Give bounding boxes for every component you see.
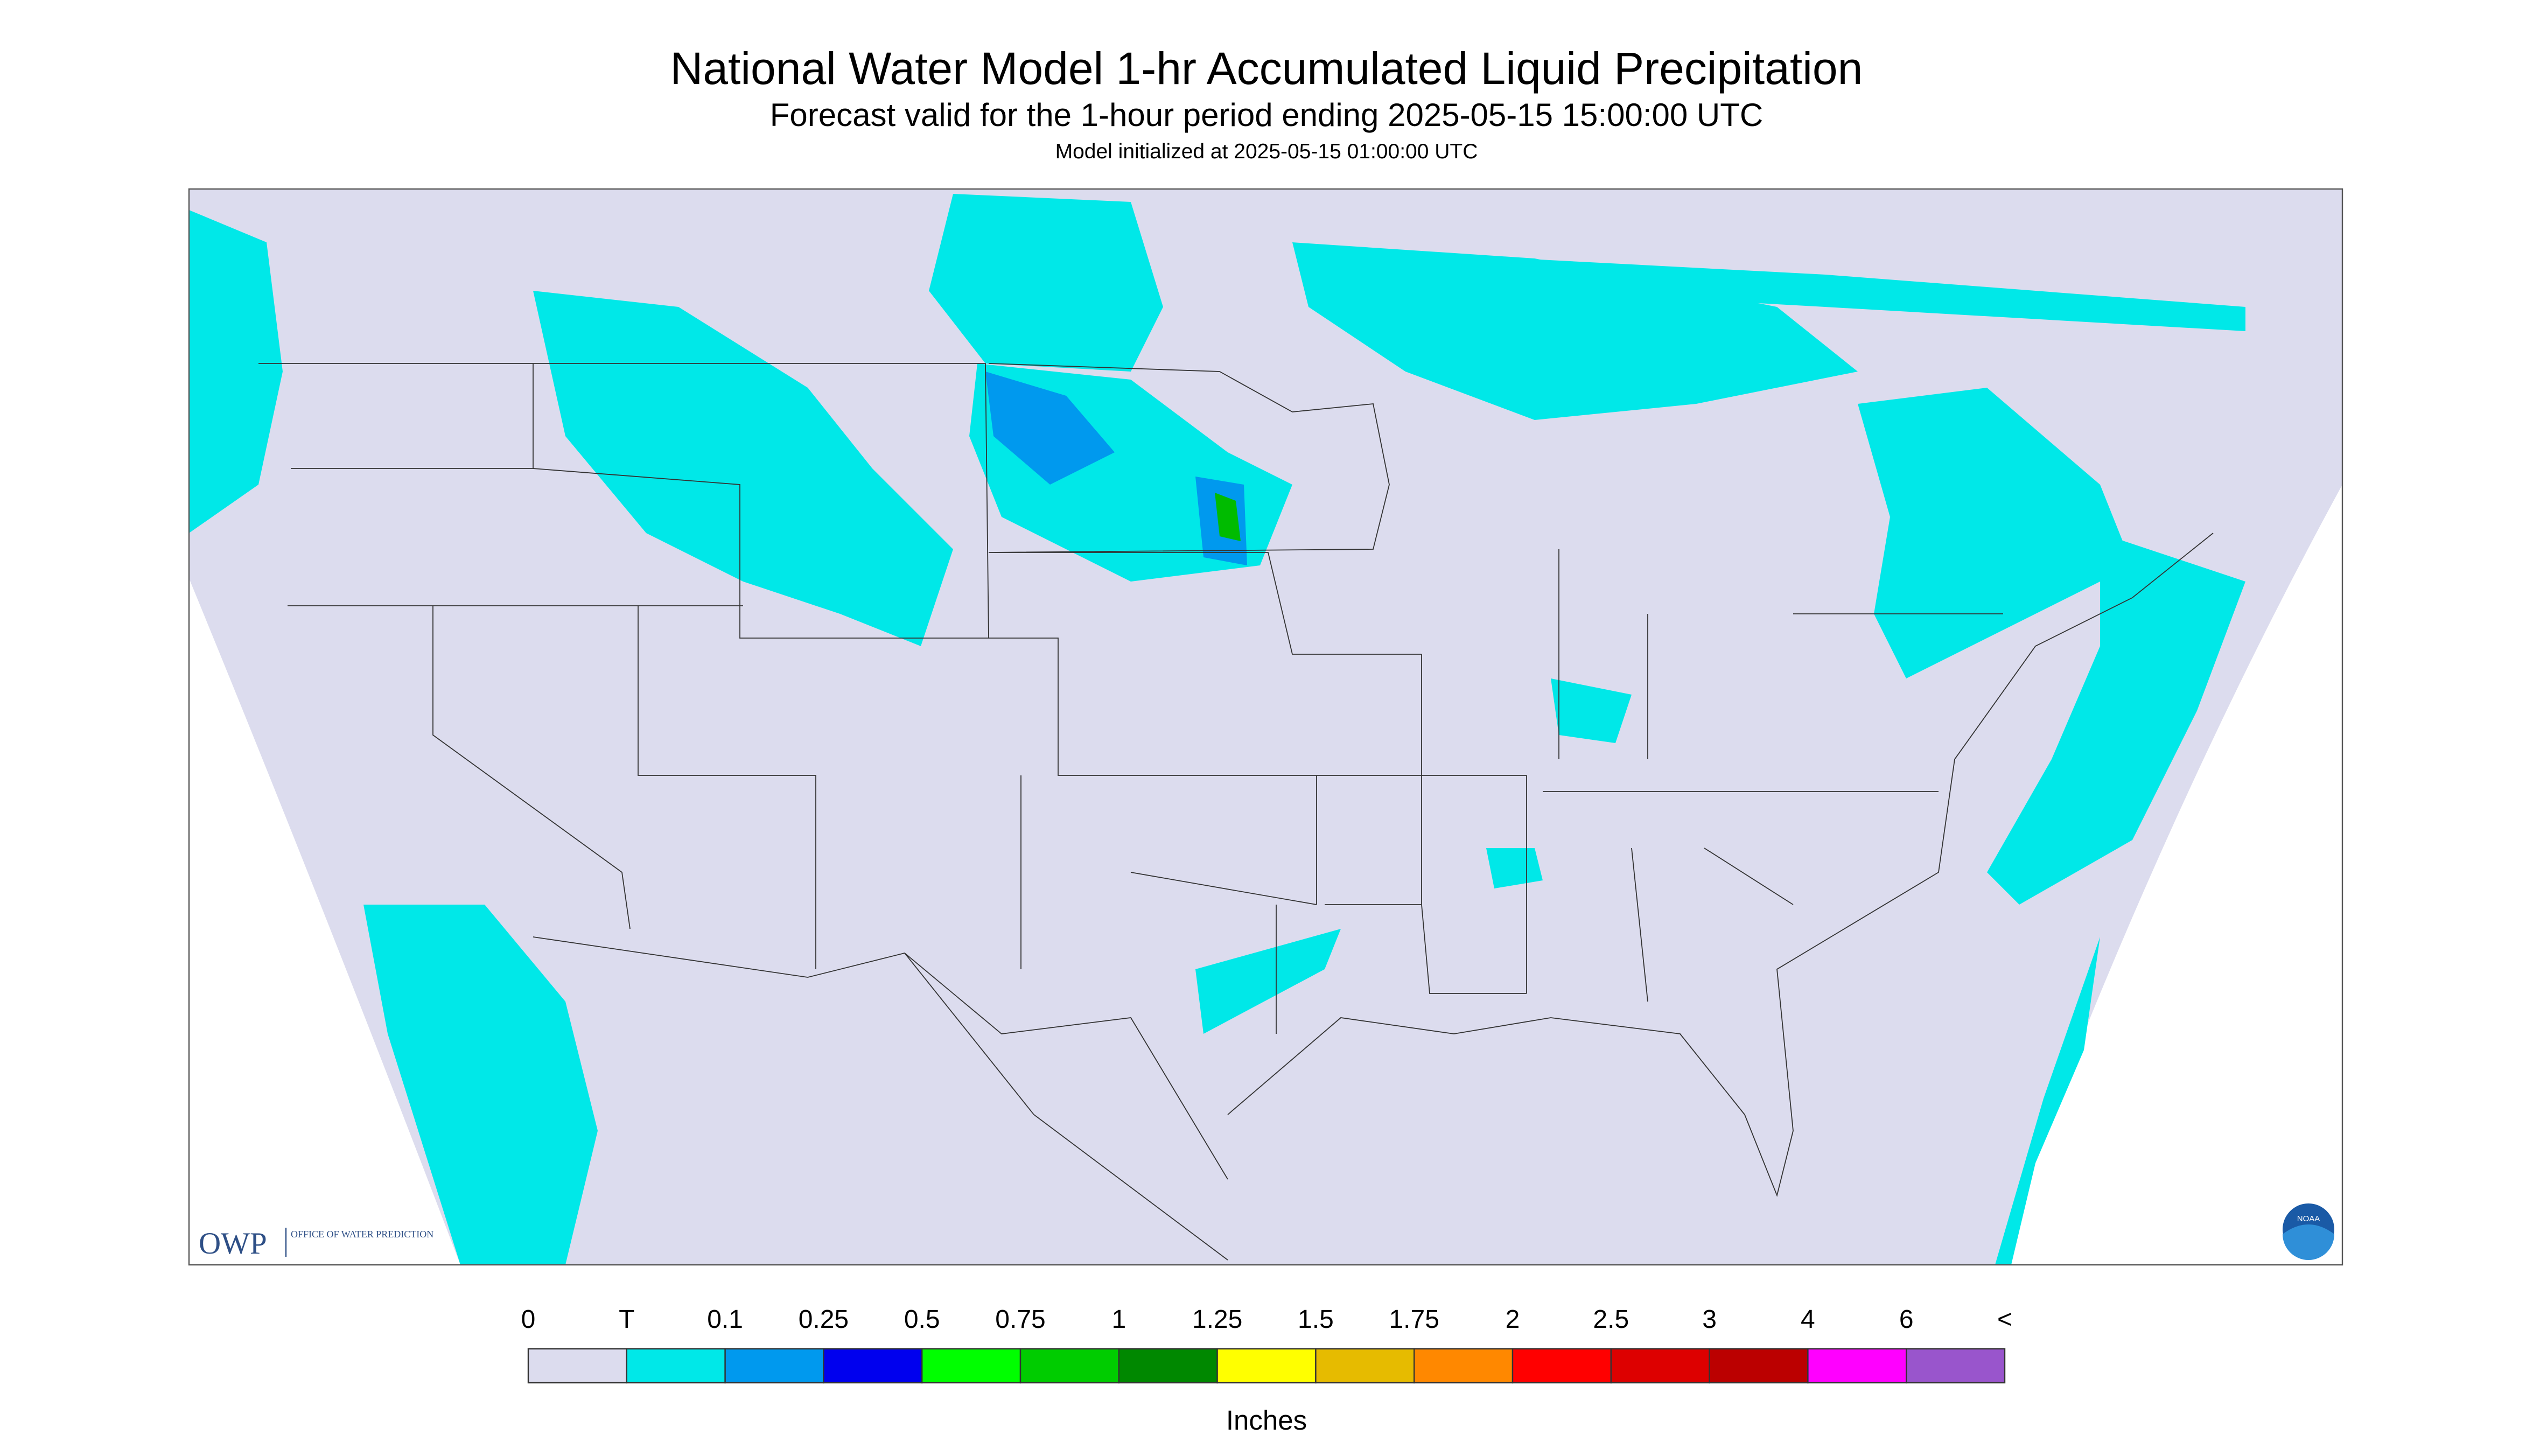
legend-tick-label: 3	[1702, 1305, 1717, 1334]
color-legend: 0 T 0.1 0.25 0.5 0.75 1 1.25 1.5 1.75 2 2.5 3 4 6 <	[521, 1305, 2012, 1384]
map: OWP OFFICE OF WATER PREDICTION NOAA	[188, 188, 2343, 1266]
noaa-emblem-wave	[2283, 1224, 2334, 1261]
map-subtitle: Forecast valid for the 1-hour period end…	[770, 97, 1763, 133]
legend-tick-label: 1	[1111, 1305, 1126, 1334]
legend-tick-label: <	[1997, 1305, 2012, 1334]
legend-swatch	[1905, 1348, 2006, 1384]
legend-unit: Inches	[1226, 1405, 1307, 1436]
legend-swatch	[823, 1348, 923, 1384]
noaa-logo: NOAA	[2283, 1203, 2334, 1261]
precip-area	[1195, 929, 1341, 1034]
precip-area	[1987, 533, 2245, 905]
legend-tick-label: 0	[521, 1305, 536, 1334]
boundaries	[258, 363, 2214, 1261]
legend-swatch	[1807, 1348, 1907, 1384]
legend-tick-label: 0.1	[707, 1305, 743, 1334]
precip-area	[985, 372, 1115, 485]
legend-tick-label: 1.75	[1389, 1305, 1439, 1334]
legend-swatch	[1512, 1348, 1612, 1384]
legend-tick-label: 0.75	[995, 1305, 1045, 1334]
precip-area	[1858, 388, 2132, 679]
map-title: National Water Model 1-hr Accumulated Li…	[670, 43, 1863, 94]
legend-swatch	[921, 1348, 1021, 1384]
map-frame	[188, 188, 2343, 1266]
init-time: Model initialized at 2025-05-15 01:00:00…	[1055, 140, 1478, 163]
precip-area	[1519, 258, 2245, 332]
precip-area	[1215, 493, 1241, 542]
legend-swatch	[724, 1348, 824, 1384]
state-borders	[258, 363, 2003, 1034]
owp-logo: OWP OFFICE OF WATER PREDICTION	[199, 1227, 433, 1261]
coastline	[1227, 533, 2214, 1197]
country-borders	[533, 936, 1228, 1261]
legend-tick-label: 2.5	[1593, 1305, 1629, 1334]
owp-logo-text: OWP	[199, 1227, 267, 1261]
legend-swatch	[626, 1348, 726, 1384]
legend-swatch	[1019, 1348, 1120, 1384]
legend-tick-label: 1.25	[1192, 1305, 1242, 1334]
precip-area	[533, 291, 953, 647]
legend-tick-label: 1.5	[1298, 1305, 1334, 1334]
legend-tick-label: 0.5	[904, 1305, 940, 1334]
legend-swatch	[1216, 1348, 1317, 1384]
legend-swatch	[1414, 1348, 1514, 1384]
precip-area	[189, 210, 283, 534]
legend-tick-label: 6	[1899, 1305, 1914, 1334]
legend-tick-label: T	[619, 1305, 634, 1334]
legend-tick-label: 2	[1506, 1305, 1520, 1334]
precip-area	[363, 905, 598, 1265]
legend-swatch	[527, 1348, 628, 1384]
precip-areas	[189, 194, 2245, 1265]
legend-swatch	[1118, 1348, 1218, 1384]
legend-swatch	[1709, 1348, 1809, 1384]
precip-area	[1292, 242, 1858, 421]
noaa-logo-text: NOAA	[2297, 1214, 2320, 1223]
precip-area	[1551, 678, 1632, 744]
owp-logo-subtext: OFFICE OF WATER PREDICTION	[291, 1229, 433, 1240]
legend-swatch	[1610, 1348, 1710, 1384]
legend-tick-label: 4	[1801, 1305, 1815, 1334]
precip-area	[929, 194, 1163, 372]
precip-area	[1486, 848, 1543, 889]
legend-swatch	[1315, 1348, 1415, 1384]
precip-area	[1995, 937, 2100, 1265]
legend-tick-label: 0.25	[799, 1305, 849, 1334]
